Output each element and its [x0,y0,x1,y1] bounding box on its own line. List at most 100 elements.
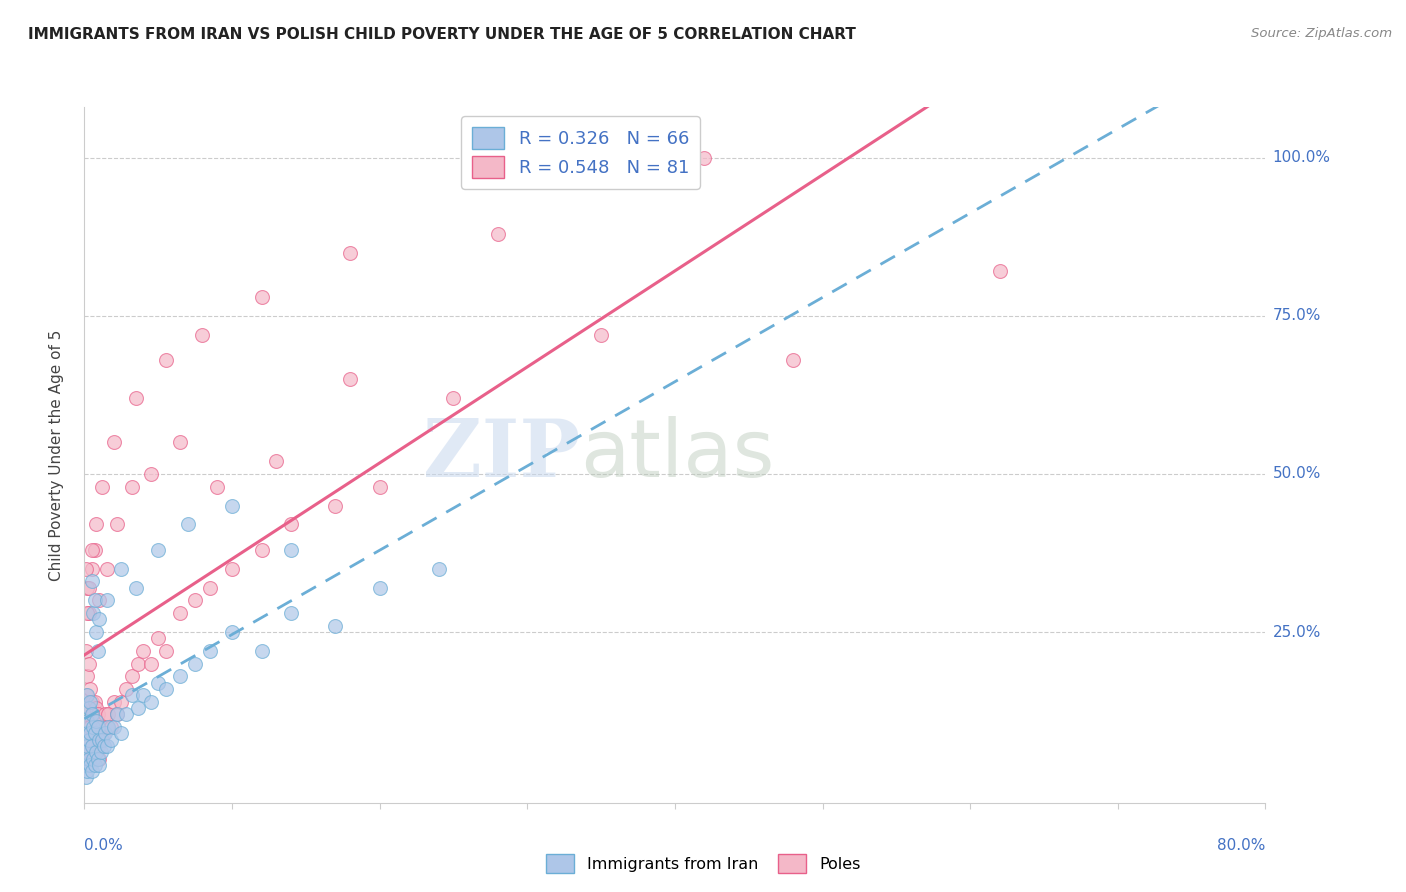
Point [368,479,391,493]
Point [93,726,115,740]
Point [125,391,148,405]
Point [94,726,117,740]
Point [988,264,1011,278]
Point [75,771,97,785]
Point [86,739,108,753]
Point [250,290,273,304]
Point [77,732,100,747]
Point [221,499,243,513]
Point [77,751,100,765]
Point [82,606,104,620]
Point [127,701,149,715]
Point [368,581,391,595]
Point [83,739,105,753]
Text: IMMIGRANTS FROM IRAN VS POLISH CHILD POVERTY UNDER THE AGE OF 5 CORRELATION CHAR: IMMIGRANTS FROM IRAN VS POLISH CHILD POV… [28,27,856,42]
Point [250,644,273,658]
Point [82,720,104,734]
Point [693,151,716,165]
Point [91,732,114,747]
Point [75,751,97,765]
Point [80,739,103,753]
Point [97,707,120,722]
Text: 80.0%: 80.0% [1218,838,1265,854]
Point [91,479,114,493]
Point [87,751,111,765]
Point [441,391,464,405]
Point [96,593,118,607]
Point [77,732,100,747]
Point [323,618,347,632]
Point [84,625,107,640]
Point [323,499,347,513]
Point [82,745,104,759]
Point [221,562,243,576]
Text: 50.0%: 50.0% [1272,467,1320,482]
Point [198,644,221,658]
Point [80,562,103,576]
Point [75,720,97,734]
Point [84,517,107,532]
Point [84,701,107,715]
Point [87,720,111,734]
Text: Source: ZipAtlas.com: Source: ZipAtlas.com [1251,27,1392,40]
Point [75,688,97,702]
Point [80,542,103,557]
Point [96,562,118,576]
Point [82,707,104,722]
Point [83,593,105,607]
Legend: Immigrants from Iran, Poles: Immigrants from Iran, Poles [538,847,868,880]
Point [75,745,97,759]
Point [84,745,107,759]
Point [155,681,177,696]
Point [76,739,98,753]
Point [96,739,118,753]
Point [97,720,120,734]
Point [75,644,97,658]
Point [169,435,191,450]
Point [90,732,112,747]
Point [77,701,100,715]
Point [77,657,100,671]
Point [82,751,104,765]
Point [184,593,207,607]
Point [80,574,103,589]
Point [139,657,162,671]
Point [80,707,103,722]
Point [155,644,177,658]
Point [184,657,207,671]
Point [76,581,98,595]
Point [87,732,111,747]
Point [110,695,132,709]
Point [100,732,122,747]
Point [83,695,105,709]
Point [782,353,804,368]
Point [148,632,170,646]
Point [91,720,114,734]
Point [83,726,105,740]
Point [103,435,125,450]
Point [114,707,136,722]
Point [121,688,143,702]
Point [79,745,101,759]
Point [155,353,177,368]
Point [110,562,132,576]
Point [198,581,221,595]
Point [76,764,98,779]
Point [125,581,148,595]
Legend: R = 0.326   N = 66, R = 0.548   N = 81: R = 0.326 N = 66, R = 0.548 N = 81 [461,116,700,189]
Point [205,479,228,493]
Point [90,745,112,759]
Point [139,695,162,709]
Point [80,764,103,779]
Point [86,644,108,658]
Point [105,707,128,722]
Point [169,606,191,620]
Point [75,757,97,772]
Point [76,688,98,702]
Point [83,757,105,772]
Point [87,612,111,626]
Point [264,454,288,468]
Point [77,701,100,715]
Text: 0.0%: 0.0% [84,838,124,854]
Point [76,707,98,722]
